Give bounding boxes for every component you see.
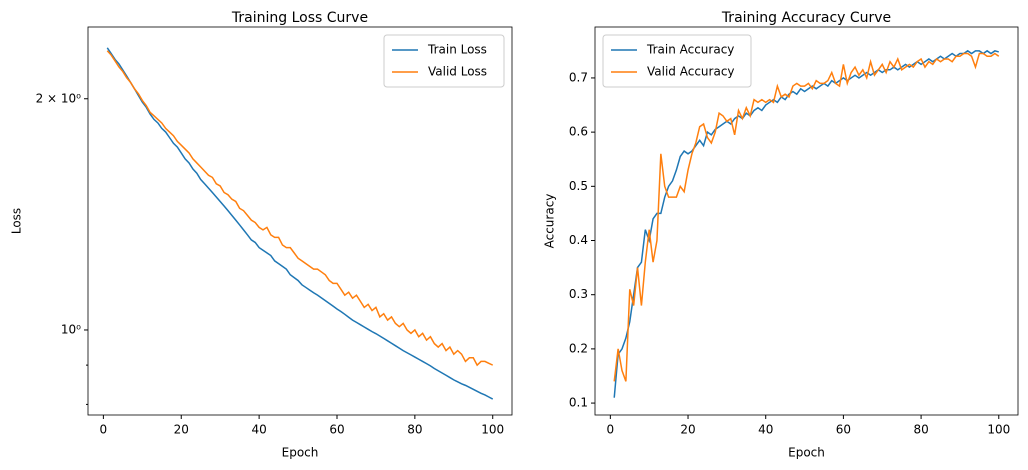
y-axis-label: Accuracy	[543, 194, 557, 249]
x-tick-label: 0	[607, 423, 615, 437]
y-tick-label: 0.2	[569, 341, 588, 355]
line-series	[106, 47, 494, 400]
legend-label: Valid Loss	[428, 65, 487, 79]
x-tick-label: 20	[174, 423, 189, 437]
y-tick-label: 0.6	[569, 125, 588, 139]
chart-title: Training Loss Curve	[231, 10, 368, 26]
y-tick-label: 10⁰	[61, 322, 81, 336]
x-tick-label: 0	[100, 423, 108, 437]
x-tick-label: 60	[329, 423, 344, 437]
line-series	[106, 50, 494, 367]
y-axis-label: Loss	[10, 208, 24, 234]
x-tick-label: 100	[481, 423, 504, 437]
legend-box	[383, 34, 505, 88]
y-tick-label: 0.1	[569, 396, 588, 410]
legend-label: Valid Accuracy	[647, 65, 735, 79]
plot-frame	[594, 26, 1019, 416]
legend-label: Train Loss	[427, 43, 487, 57]
y-tick-label: 0.7	[569, 70, 588, 84]
y-tick-label: 0.5	[569, 179, 588, 193]
legend-label: Train Accuracy	[646, 43, 734, 57]
legend-box	[602, 34, 752, 88]
x-tick-label: 40	[251, 423, 266, 437]
x-tick-label: 40	[758, 423, 773, 437]
y-tick-label: 2 × 10⁰	[36, 91, 82, 105]
x-tick-label: 100	[987, 423, 1010, 437]
line-series	[613, 52, 1000, 382]
x-axis-label: Epoch	[282, 446, 319, 460]
x-tick-label: 80	[913, 423, 928, 437]
chart-title: Training Accuracy Curve	[721, 10, 891, 26]
x-tick-label: 80	[407, 423, 422, 437]
line-series	[613, 49, 999, 398]
plot-frame	[87, 26, 513, 416]
x-axis-label: Epoch	[788, 446, 825, 460]
y-tick-label: 0.4	[569, 233, 588, 247]
x-tick-label: 60	[836, 423, 851, 437]
y-tick-label: 0.3	[569, 287, 588, 301]
x-tick-label: 20	[680, 423, 695, 437]
